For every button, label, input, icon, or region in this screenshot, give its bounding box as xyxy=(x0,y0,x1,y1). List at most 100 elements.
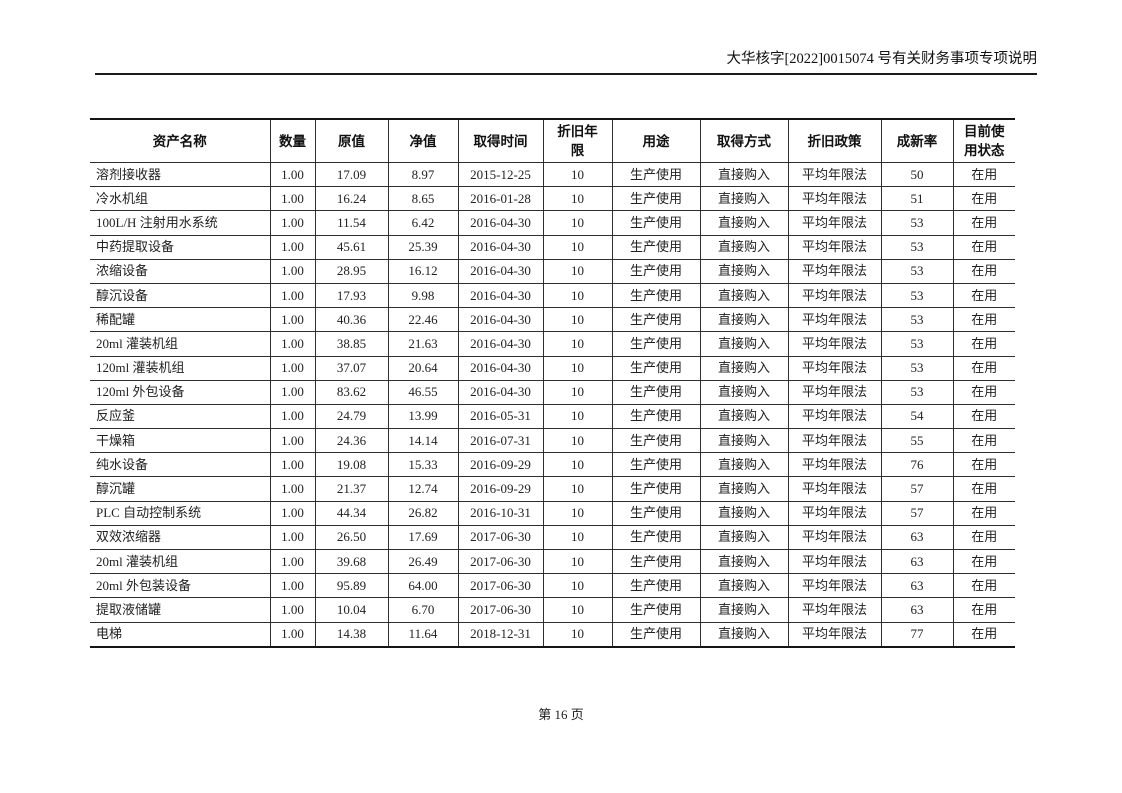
cell-acquisition-method: 直接购入 xyxy=(699,379,789,405)
cell-original-value: 19.08 xyxy=(314,452,389,478)
asset-table-head: 资产名称 数量 原值 净值 取得时间 折旧年限 用途 取得方式 折旧政策 成新率 目前使用状态 xyxy=(90,118,1015,163)
cell-original-value: 24.36 xyxy=(314,428,389,454)
column-header-acquisition-method: 取得方式 xyxy=(699,118,789,163)
table-row: 100L/H 注射用水系统 1.00 11.54 6.42 2016-04-30 10 生产… xyxy=(90,210,1015,236)
cell-acquisition-date: 2016-04-30 xyxy=(457,355,544,381)
cell-depreciation-policy: 平均年限法 xyxy=(787,210,882,236)
cell-acquisition-date: 2017-06-30 xyxy=(457,573,544,599)
cell-acquisition-date: 2016-04-30 xyxy=(457,307,544,333)
cell-acquisition-date: 2016-04-30 xyxy=(457,210,544,236)
header-row: 资产名称 数量 原值 净值 取得时间 折旧年限 用途 取得方式 折旧政策 成新率 目前使用状态 xyxy=(90,118,1015,163)
column-header-depreciation-years: 折旧年限 xyxy=(542,118,613,163)
cell-quantity: 1.00 xyxy=(269,282,316,309)
cell-original-value: 11.54 xyxy=(314,210,389,236)
cell-acquisition-date: 2016-01-28 xyxy=(457,186,544,212)
cell-usage: 生产使用 xyxy=(611,524,701,551)
cell-quantity: 1.00 xyxy=(269,573,316,599)
cell-net-value: 14.14 xyxy=(387,428,459,454)
cell-current-status: 在用 xyxy=(952,476,1015,502)
cell-newness-rate: 53 xyxy=(880,331,954,357)
cell-acquisition-method: 直接购入 xyxy=(699,573,789,599)
cell-original-value: 17.93 xyxy=(314,282,389,309)
cell-usage: 生产使用 xyxy=(611,476,701,502)
cell-current-status: 在用 xyxy=(952,282,1015,309)
table-row: 120ml 外包设备 1.00 83.62 46.55 2016-04-30 10 生产使用… xyxy=(90,379,1015,405)
cell-original-value: 21.37 xyxy=(314,476,389,502)
cell-usage: 生产使用 xyxy=(611,258,701,284)
cell-acquisition-date: 2017-06-30 xyxy=(457,597,544,623)
cell-asset-name: 20ml 外包装设备 xyxy=(90,573,271,599)
cell-quantity: 1.00 xyxy=(269,234,316,260)
cell-quantity: 1.00 xyxy=(269,355,316,381)
table-row: 双效浓缩器 1.00 26.50 17.69 2017-06-30 10 生产使用 直接购入平… xyxy=(90,524,1015,551)
page-number: 第 16 页 xyxy=(538,707,584,722)
cell-newness-rate: 63 xyxy=(880,524,954,551)
cell-usage: 生产使用 xyxy=(611,355,701,381)
cell-usage: 生产使用 xyxy=(611,597,701,623)
cell-usage: 生产使用 xyxy=(611,500,701,526)
cell-current-status: 在用 xyxy=(952,548,1015,575)
cell-depreciation-policy: 平均年限法 xyxy=(787,428,882,454)
cell-acquisition-date: 2016-04-30 xyxy=(457,379,544,405)
cell-acquisition-date: 2016-07-31 xyxy=(457,428,544,454)
cell-usage: 生产使用 xyxy=(611,621,701,648)
cell-depreciation-years: 10 xyxy=(542,403,613,430)
cell-quantity: 1.00 xyxy=(269,428,316,454)
cell-net-value: 46.55 xyxy=(387,379,459,405)
cell-net-value: 9.98 xyxy=(387,282,459,309)
column-header-newness-rate: 成新率 xyxy=(880,118,954,163)
cell-net-value: 26.82 xyxy=(387,500,459,526)
cell-depreciation-policy: 平均年限法 xyxy=(787,548,882,575)
cell-acquisition-method: 直接购入 xyxy=(699,403,789,430)
cell-asset-name: 浓缩设备 xyxy=(90,258,271,284)
cell-depreciation-years: 10 xyxy=(542,258,613,284)
cell-acquisition-method: 直接购入 xyxy=(699,597,789,623)
cell-depreciation-years: 10 xyxy=(542,234,613,260)
cell-net-value: 25.39 xyxy=(387,234,459,260)
column-header-usage: 用途 xyxy=(611,118,701,163)
cell-quantity: 1.00 xyxy=(269,548,316,575)
cell-usage: 生产使用 xyxy=(611,282,701,309)
table-row: 20ml 外包装设备 1.00 95.89 64.00 2017-06-30 10 生产使用… xyxy=(90,573,1015,599)
cell-depreciation-policy: 平均年限法 xyxy=(787,379,882,405)
cell-quantity: 1.00 xyxy=(269,452,316,478)
cell-net-value: 20.64 xyxy=(387,355,459,381)
table-row: 提取液储罐 1.00 10.04 6.70 2017-06-30 10 生产使用 直接购入 平均… xyxy=(90,597,1015,623)
cell-asset-name: 反应釜 xyxy=(90,403,271,430)
cell-newness-rate: 77 xyxy=(880,621,954,648)
cell-acquisition-date: 2016-09-29 xyxy=(457,476,544,502)
cell-original-value: 24.79 xyxy=(314,403,389,430)
cell-depreciation-years: 10 xyxy=(542,282,613,309)
cell-quantity: 1.00 xyxy=(269,210,316,236)
cell-depreciation-policy: 平均年限法 xyxy=(787,355,882,381)
cell-usage: 生产使用 xyxy=(611,307,701,333)
column-header-current-status: 目前使用状态 xyxy=(952,118,1015,163)
cell-asset-name: 电梯 xyxy=(90,621,271,648)
column-header-original-value: 原值 xyxy=(314,118,389,163)
cell-asset-name: 纯水设备 xyxy=(90,452,271,478)
column-header-net-value: 净值 xyxy=(387,118,459,163)
cell-newness-rate: 57 xyxy=(880,476,954,502)
cell-quantity: 1.00 xyxy=(269,331,316,357)
cell-original-value: 95.89 xyxy=(314,573,389,599)
cell-newness-rate: 53 xyxy=(880,282,954,309)
cell-quantity: 1.00 xyxy=(269,597,316,623)
cell-acquisition-date: 2016-09-29 xyxy=(457,452,544,478)
cell-newness-rate: 54 xyxy=(880,403,954,430)
cell-asset-name: 中药提取设备 xyxy=(90,234,271,260)
cell-acquisition-method: 直接购入 xyxy=(699,210,789,236)
cell-asset-name: 冷水机组 xyxy=(90,186,271,212)
cell-acquisition-date: 2015-12-25 xyxy=(457,161,544,188)
cell-usage: 生产使用 xyxy=(611,379,701,405)
cell-newness-rate: 53 xyxy=(880,379,954,405)
cell-acquisition-method: 直接购入 xyxy=(699,307,789,333)
cell-current-status: 在用 xyxy=(952,331,1015,357)
table-row: 醇沉设备 1.00 17.93 9.98 2016-04-30 10 生产使用 直接购入 平均年… xyxy=(90,282,1015,309)
asset-table-body: 溶剂接收器 1.00 17.09 8.97 2015-12-25 10 生产使用 直接购入 平均… xyxy=(90,161,1015,648)
cell-acquisition-method: 直接购入 xyxy=(699,258,789,284)
cell-acquisition-method: 直接购入 xyxy=(699,282,789,309)
cell-net-value: 8.65 xyxy=(387,186,459,212)
cell-depreciation-years: 10 xyxy=(542,621,613,648)
column-header-quantity: 数量 xyxy=(269,118,316,163)
page-header-title: 大华核字[2022]0015074 号有关财务事项专项说明 xyxy=(95,50,1037,75)
